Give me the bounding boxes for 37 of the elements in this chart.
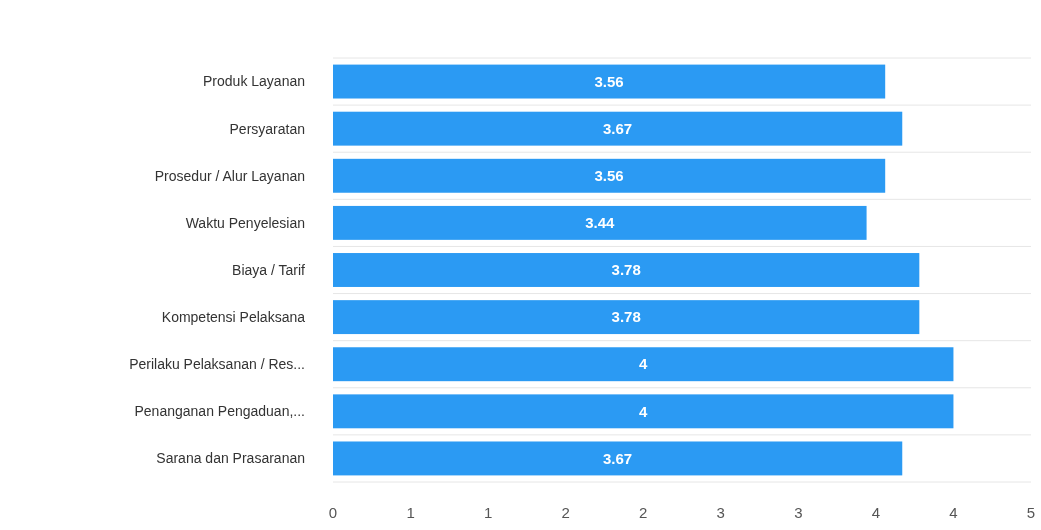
x-tick-label: 3 bbox=[716, 504, 725, 521]
data-label: 3.78 bbox=[611, 308, 641, 326]
bar bbox=[333, 347, 954, 382]
bar bbox=[333, 300, 920, 335]
bar bbox=[333, 64, 886, 99]
bar bbox=[333, 394, 954, 429]
y-tick-label: Perilaku Pelaksanan / Res... bbox=[129, 356, 305, 373]
y-tick-label: Prosedur / Alur Layanan bbox=[154, 167, 305, 184]
x-tick-label: 4 bbox=[871, 504, 881, 521]
x-tick-label: 2 bbox=[639, 504, 648, 521]
x-tick-label: 5 bbox=[1026, 504, 1036, 521]
y-tick-label: Biaya / Tarif bbox=[232, 261, 306, 278]
x-tick-label: 4 bbox=[949, 504, 958, 521]
data-label: 3.78 bbox=[611, 261, 641, 279]
data-label: 3.56 bbox=[594, 167, 624, 185]
data-label: 3.44 bbox=[585, 214, 616, 232]
data-label: 3.67 bbox=[603, 449, 633, 467]
bar bbox=[333, 158, 886, 193]
y-tick-label: Produk Layanan bbox=[203, 73, 305, 90]
y-tick-label: Persyaratan bbox=[229, 120, 305, 137]
x-tick-label: 2 bbox=[561, 504, 570, 521]
data-label: 3.67 bbox=[603, 119, 633, 137]
x-tick-label: 3 bbox=[794, 504, 803, 521]
y-tick-label: Sarana dan Prasaranan bbox=[156, 450, 305, 467]
y-tick-label: Penanganan Pengaduan,... bbox=[134, 403, 305, 420]
bar bbox=[333, 441, 903, 476]
y-tick-label: Waktu Penyelesian bbox=[185, 214, 305, 231]
x-tick-label: 0 bbox=[328, 504, 338, 521]
bar bbox=[333, 253, 920, 287]
x-tick-label: 1 bbox=[406, 504, 415, 521]
bar bbox=[333, 111, 903, 146]
bar bbox=[333, 205, 867, 240]
x-tick-label: 1 bbox=[483, 504, 493, 521]
y-tick-label: Kompetensi Pelaksana bbox=[161, 309, 306, 326]
data-label: 3.56 bbox=[594, 72, 624, 90]
data-label: 4 bbox=[639, 355, 649, 373]
data-label: 4 bbox=[639, 402, 649, 420]
